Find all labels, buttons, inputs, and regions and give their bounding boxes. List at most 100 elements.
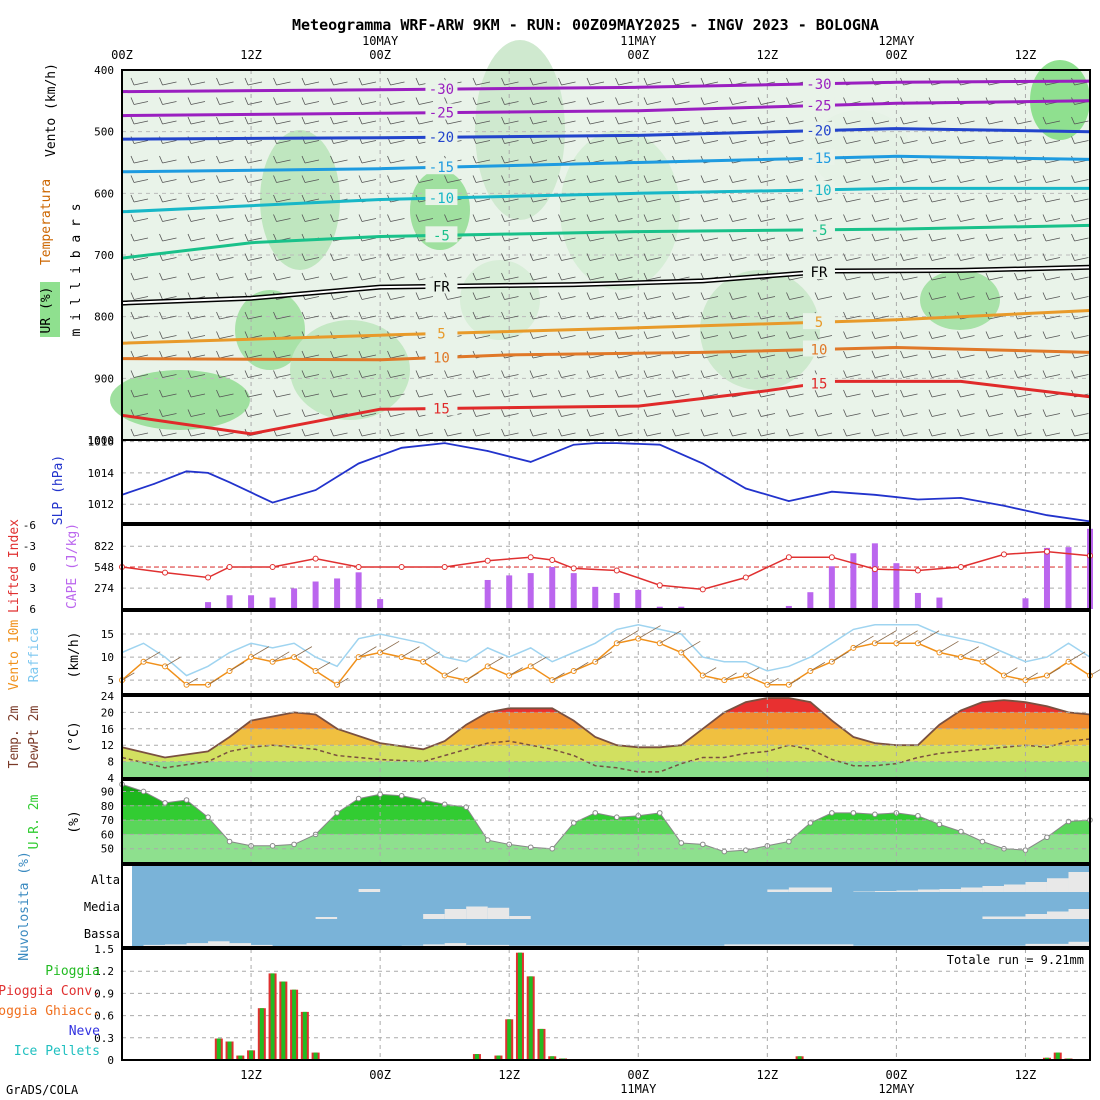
lifted-index-point [398, 564, 405, 570]
wind-barb [871, 175, 890, 183]
humidity-contour-area [110, 370, 250, 430]
lifted-index-tick-label: -3 [23, 540, 36, 553]
precip-tick-label: 1.5 [94, 943, 114, 956]
wind-barb [700, 253, 719, 261]
cape-bar [613, 592, 620, 609]
wind-barb [472, 389, 491, 398]
wind-barb [1071, 214, 1089, 222]
slp-line [121, 442, 1091, 523]
wind-barb [985, 194, 1004, 203]
isotherm-label: 10 [811, 342, 828, 358]
wind-barb [330, 77, 348, 86]
temperature-band [122, 698, 1090, 713]
slp-point [185, 470, 188, 473]
isotherm-line [121, 186, 1090, 214]
wind-barb [700, 214, 719, 222]
wind-barb [558, 311, 576, 320]
wind-barb [928, 350, 947, 359]
wind-barb [957, 175, 975, 183]
cape-bar [871, 543, 878, 609]
wind-barb [558, 155, 576, 164]
lifted-index-point [484, 557, 491, 564]
gust-line [121, 624, 1091, 677]
wind-barb [558, 370, 576, 378]
cloud-level-label: Alta [91, 873, 120, 887]
freezing-level-line-inner [121, 266, 1091, 305]
wind-barb [244, 253, 263, 261]
wind-barb [643, 136, 662, 144]
bottom-hour-label: 12Z [1015, 1068, 1037, 1082]
wind-barb [244, 97, 263, 105]
humidity-point [613, 814, 620, 821]
isotherm-label-bg [425, 226, 458, 243]
wind-arrow [1089, 669, 1100, 676]
temperature-2m-panel: 4 8 12 16 20 24 Temp. 2m DewPt 2m (°C) [7, 690, 1091, 785]
cloud-cover-step [1068, 941, 1090, 947]
wind-barb [928, 292, 947, 300]
wind-barb [301, 175, 320, 183]
wind-barb [615, 389, 633, 398]
humidity-point [936, 821, 943, 828]
humidity-point [1044, 834, 1050, 841]
wind-barb [472, 311, 491, 320]
wind-barb [643, 175, 662, 183]
cape-bar [334, 578, 341, 609]
wind-barb [244, 311, 263, 320]
wind-barb [871, 253, 890, 261]
wind-barb [814, 389, 833, 398]
wind-barb [244, 233, 263, 242]
humidity-tick-label: 50 [101, 843, 114, 856]
humidity-point [377, 791, 383, 798]
isotherm-label: -30 [429, 82, 454, 98]
wind-barb [187, 77, 206, 86]
wind-arrow [487, 656, 504, 667]
humidity-band [122, 791, 1090, 806]
wind-barb [159, 116, 177, 125]
wind-barb [130, 292, 149, 300]
isotherm-line [121, 127, 1091, 141]
precip-bar [517, 952, 522, 1060]
cape-bar [549, 567, 556, 609]
cape-bar [592, 586, 599, 609]
precip-bar [281, 981, 286, 1060]
wind-barb [871, 350, 890, 359]
wind-barb [244, 389, 263, 398]
wind-barb [643, 97, 662, 105]
wind-barb [558, 428, 576, 437]
pressure-tick-label: 600 [94, 187, 114, 200]
wind-barb [814, 409, 833, 417]
isotherm-label-bg [802, 220, 835, 237]
isotherm-label: -30 [806, 77, 831, 93]
lifted-index-point [549, 557, 556, 563]
wind-barb [615, 292, 633, 300]
wind-barb [558, 292, 576, 300]
top-hour-label: 00Z [886, 48, 908, 62]
lifted-index-point [527, 554, 534, 561]
isotherm-label-bg [802, 180, 835, 197]
wind-barb [900, 428, 918, 437]
isotherm-label-bg [802, 374, 835, 391]
panel-frame [121, 864, 1091, 948]
wind-barb [814, 428, 833, 437]
wind-barb [273, 389, 291, 398]
wind-barb [843, 331, 861, 339]
wind-barb [159, 175, 177, 183]
slp-point [594, 442, 597, 444]
wind-barb [700, 370, 719, 378]
precip-legend-label: Pioggia Conv. [0, 984, 100, 999]
wind-barb [358, 350, 377, 359]
wind-barb [501, 311, 519, 320]
wind-barb [757, 409, 776, 417]
wind-barb [729, 214, 747, 222]
wind-arrow [121, 672, 135, 681]
wind-barb [1042, 409, 1061, 417]
bottom-hour-label: 12Z [756, 1068, 778, 1082]
wind-barb [130, 214, 149, 222]
lifted-index-tick-label: -6 [23, 519, 36, 532]
wind-barb [529, 409, 548, 417]
cape-bar [226, 595, 233, 609]
lifted-index-point [570, 565, 577, 572]
wind-barb [273, 116, 291, 125]
wind-barb [330, 350, 348, 359]
